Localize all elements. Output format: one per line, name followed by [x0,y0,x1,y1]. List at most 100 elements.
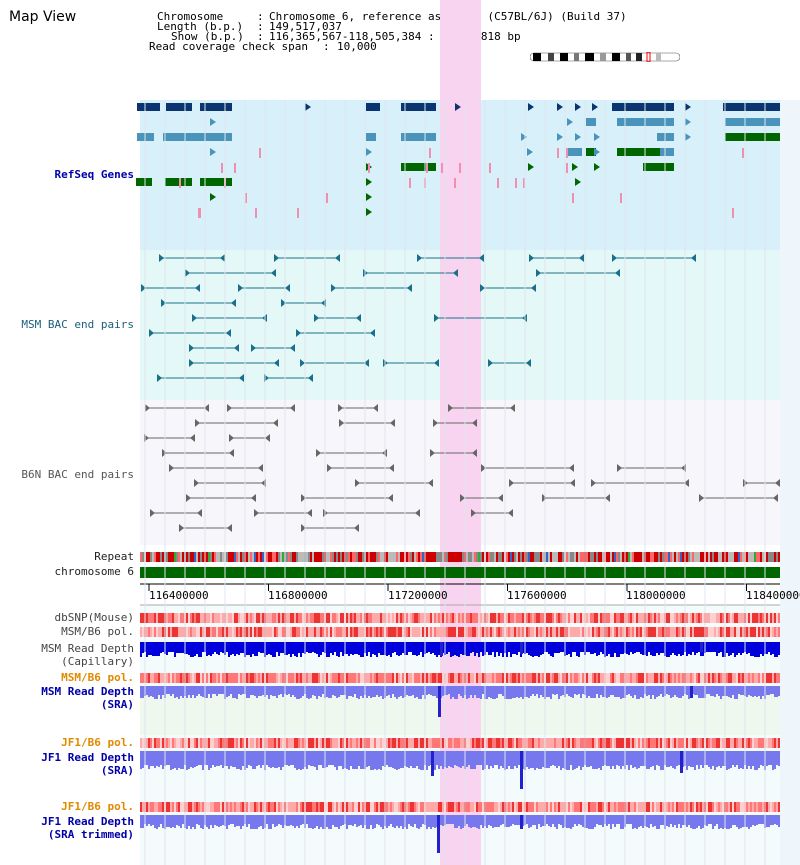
b6n-bac-pair-end [428,479,433,487]
msm-pol-heat [738,627,740,637]
msm-capillary-depth [766,642,768,654]
msm-pol2-heat [434,673,436,683]
msm-capillary-depth [488,642,490,655]
jf1-trim-depth [170,815,172,828]
jf1-trim-depth [360,815,362,825]
msm-pol2-heat [660,673,662,683]
dbsnp-heat [260,613,262,623]
msm-pol2-heat [640,673,642,683]
msm-capillary-depth [500,642,502,653]
msm-capillary-depth [342,642,344,656]
dbsnp-heat [256,613,258,623]
msm-pol-heat [592,627,594,637]
dbsnp-heat [376,613,378,623]
jf1-pol-heat [192,738,194,748]
msm-pol-heat [400,627,402,637]
msm-pol2-heat [642,673,644,683]
jf1-pol-heat [376,738,378,748]
dbsnp-heat [468,613,470,623]
msm-capillary-depth [154,642,156,656]
msm-pol2-heat [772,673,774,683]
repeat-mark [640,552,642,562]
chromosome-ideogram[interactable] [530,52,680,62]
msm-pol2-heat [310,673,312,683]
msm-pol2-heat [382,673,384,683]
msm-pol-heat [182,627,184,637]
jf1-trim-depth [428,815,430,827]
jf1-sra-depth [626,751,628,765]
dbsnp-heat [420,613,422,623]
msm-pol2-heat [510,673,512,683]
dbsnp-heat [492,613,494,623]
msm-capillary-depth [374,642,376,655]
jf1-pol2-heat [750,802,752,812]
msm-capillary-depth [288,642,290,654]
gene-block [200,178,232,186]
repeat-mark [634,552,636,562]
jf1-trim-depth [186,815,188,829]
repeat-mark [758,552,760,562]
msm-capillary-depth [462,642,464,655]
msm-pol-heat [170,627,172,637]
dbsnp-heat [232,613,234,623]
msm-pol-heat [456,627,458,637]
jf1-pol2-heat [732,802,734,812]
dbsnp-heat [714,613,716,623]
jf1-sra-depth [632,751,634,768]
jf1-pol2-heat [288,802,290,812]
jf1-trim-depth [314,815,316,828]
repeat-mark [274,552,276,562]
jf1-trim-depth [330,815,332,829]
msm-pol-heat [552,627,554,637]
jf1-pol2-heat [574,802,576,812]
msm-capillary-depth [610,642,612,657]
jf1-trim-depth [366,815,368,829]
jf1-sra-depth [238,751,240,769]
jf1-pol2-heat [170,802,172,812]
b6n-bac-pair-end [150,509,155,517]
msm-sra-depth [226,686,228,697]
jf1-sra-depth [496,751,498,765]
jf1-pol2-heat [182,802,184,812]
repeat-mark [676,552,678,562]
msm-capillary-depth [206,642,208,656]
jf1-pol2-heat [490,802,492,812]
msm-pol-heat [620,627,622,637]
msm-pol-heat [468,627,470,637]
repeat-mark [498,552,500,562]
jf1-pol2-heat [678,802,680,812]
msm-sra-depth [668,686,670,695]
repeat-mark [516,552,518,562]
jf1-trim-depth [230,815,232,824]
msm-bac-pair-end [251,344,256,352]
msm-pol2-heat [656,673,658,683]
repeat-mark [714,552,716,562]
dbsnp-heat [502,613,504,623]
gene-arrow [366,148,372,156]
dbsnp-heat [648,613,650,623]
msm-pol2-heat [748,673,750,683]
repeat-mark [740,552,742,562]
jf1-pol2-heat [740,802,742,812]
jf1-sra-depth [212,751,214,765]
repeat-mark [270,552,272,562]
jf1-sra-depth [734,751,736,767]
b6n-bac-pair-end [388,494,393,502]
gene-arrow [594,148,600,156]
gene-arrow [685,118,691,126]
repeat-mark [546,552,548,562]
msm-pol-heat [426,627,428,637]
msm-pol-heat [256,627,258,637]
gene-fragment [515,178,517,188]
dbsnp-heat [658,613,660,623]
jf1-pol2-heat [454,802,456,812]
msm-capillary-depth [446,642,448,654]
jf1-pol2-heat [388,802,390,812]
msm-pol2-heat [454,673,456,683]
dbsnp-heat [266,613,268,623]
msm-sra-depth [620,686,622,699]
jf1-pol-heat [762,738,764,748]
jf1-sra-depth [294,751,296,768]
msm-pol-heat [196,627,198,637]
